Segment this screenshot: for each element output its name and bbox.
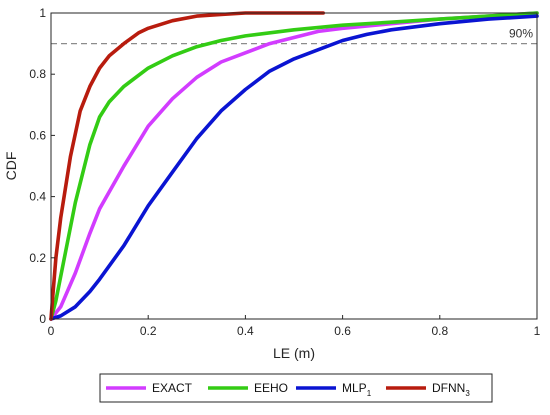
y-tick-label: 0 — [39, 312, 46, 326]
legend-label-dfnn: DFNN3 — [432, 381, 470, 398]
x-tick-label: 0 — [48, 324, 55, 338]
legend-label-exact: EXACT — [152, 381, 193, 395]
x-tick-label: 0.8 — [431, 324, 448, 338]
axes — [50, 12, 538, 320]
legend-label-eeho: EEHO — [254, 381, 288, 395]
y-axis-label: CDF — [3, 152, 19, 181]
plot-area — [51, 13, 537, 319]
x-tick-labels: 0 0.2 0.4 0.6 0.8 1 — [48, 324, 541, 338]
x-tick-label: 0.2 — [140, 324, 157, 338]
x-tick-label: 0.6 — [334, 324, 351, 338]
y-tick-label: 0.2 — [29, 251, 46, 265]
y-tick-label: 0.6 — [29, 128, 46, 142]
x-tick-label: 0.4 — [237, 324, 254, 338]
axes-box — [50, 12, 538, 320]
x-axis-label: LE (m) — [273, 345, 315, 361]
series-line-mlp — [49, 14, 539, 321]
plot-background — [51, 13, 537, 319]
x-tick-label: 1 — [534, 324, 541, 338]
y-tick-label: 0.8 — [29, 67, 46, 81]
legend-label-mlp: MLP1 — [342, 381, 372, 398]
reference-line-label: 90% — [509, 27, 533, 41]
y-tick-label: 0.4 — [29, 190, 46, 204]
legend: EXACT EEHO MLP1 DFNN3 — [99, 373, 493, 403]
y-tick-label: 1 — [39, 6, 46, 20]
series-line-eeho — [49, 11, 539, 321]
y-tick-labels: 0 0.2 0.4 0.6 0.8 1 — [29, 6, 46, 326]
